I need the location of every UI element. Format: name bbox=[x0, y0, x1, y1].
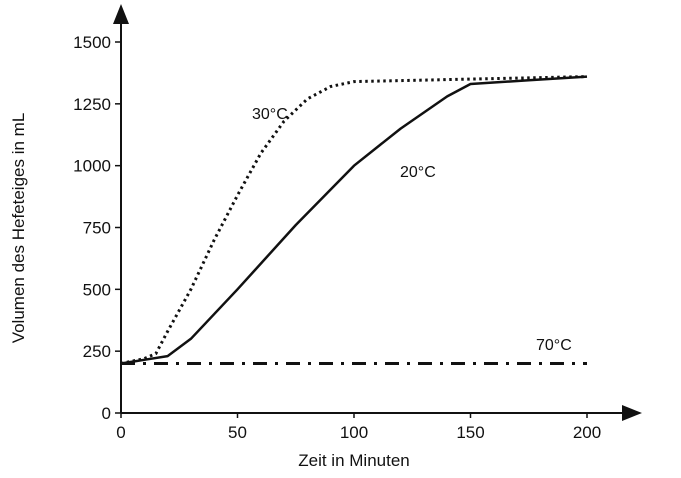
y-tick-label: 250 bbox=[83, 342, 111, 361]
y-tick-label: 750 bbox=[83, 219, 111, 238]
x-axis-label: Zeit in Minuten bbox=[298, 451, 410, 470]
x-tick-label: 200 bbox=[573, 423, 601, 442]
x-tick-label: 100 bbox=[340, 423, 368, 442]
y-tick-label: 0 bbox=[102, 404, 111, 423]
series-label-20c: 20°C bbox=[400, 164, 436, 181]
series-label-30c: 30°C bbox=[252, 106, 288, 123]
y-tick-label: 1250 bbox=[73, 95, 111, 114]
series-line-20c bbox=[120, 75, 588, 365]
y-tick-label: 1000 bbox=[73, 157, 111, 176]
series-label-70c: 70°C bbox=[536, 337, 572, 354]
x-tick-label: 150 bbox=[456, 423, 484, 442]
y-axis-label: Volumen des Hefeteiges in mL bbox=[9, 113, 28, 344]
y-tick-label: 500 bbox=[83, 280, 111, 299]
x-tick-label: 50 bbox=[228, 423, 247, 442]
y-tick-label: 1500 bbox=[73, 33, 111, 52]
x-tick-label: 0 bbox=[116, 423, 125, 442]
series-line-30c bbox=[120, 75, 588, 365]
